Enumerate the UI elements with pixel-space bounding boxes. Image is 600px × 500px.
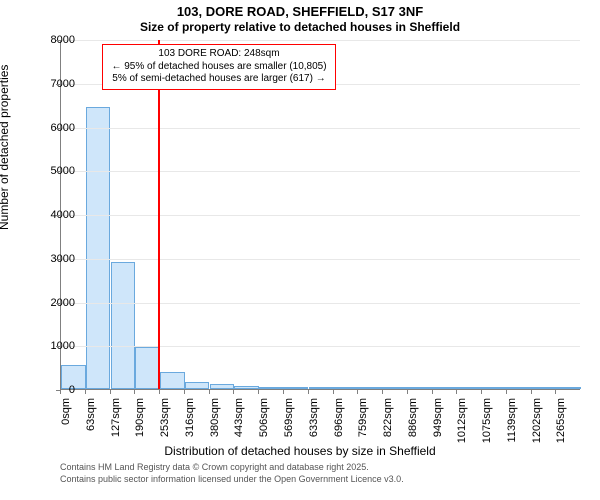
y-tick-mark xyxy=(56,128,60,129)
x-tick-mark xyxy=(407,390,408,394)
x-tick-mark xyxy=(258,390,259,394)
y-tick-label: 7000 xyxy=(51,78,75,90)
chart-container: 103, DORE ROAD, SHEFFIELD, S17 3NF Size … xyxy=(0,0,600,500)
histogram-bar xyxy=(185,382,210,389)
annotation-line-2: ← 95% of detached houses are smaller (10… xyxy=(109,61,329,74)
x-tick-mark xyxy=(531,390,532,394)
histogram-bar xyxy=(135,347,160,389)
x-axis-label: Distribution of detached houses by size … xyxy=(0,444,600,458)
annotation-box: 103 DORE ROAD: 248sqm ← 95% of detached … xyxy=(102,44,336,90)
histogram-bar xyxy=(334,387,359,389)
y-tick-label: 2000 xyxy=(51,297,75,309)
x-tick-label: 633sqm xyxy=(308,398,320,448)
x-tick-mark xyxy=(159,390,160,394)
y-tick-mark xyxy=(56,40,60,41)
gridline xyxy=(61,346,580,347)
x-tick-label: 1012sqm xyxy=(456,398,468,448)
histogram-bar xyxy=(259,387,284,389)
x-tick-mark xyxy=(481,390,482,394)
x-tick-mark xyxy=(382,390,383,394)
x-tick-label: 1202sqm xyxy=(531,398,543,448)
y-axis-label: Number of detached properties xyxy=(0,65,11,230)
x-tick-label: 316sqm xyxy=(184,398,196,448)
x-tick-mark xyxy=(333,390,334,394)
x-tick-mark xyxy=(357,390,358,394)
histogram-bar xyxy=(111,262,136,389)
x-tick-label: 127sqm xyxy=(110,398,122,448)
x-tick-label: 949sqm xyxy=(432,398,444,448)
histogram-bar xyxy=(160,372,185,389)
gridline xyxy=(61,303,580,304)
y-tick-label: 3000 xyxy=(51,253,75,265)
y-tick-label: 0 xyxy=(69,384,75,396)
x-tick-mark xyxy=(432,390,433,394)
x-tick-label: 190sqm xyxy=(134,398,146,448)
x-tick-mark xyxy=(134,390,135,394)
gridline xyxy=(61,40,580,41)
y-tick-mark xyxy=(56,346,60,347)
x-tick-label: 506sqm xyxy=(258,398,270,448)
x-tick-label: 380sqm xyxy=(209,398,221,448)
y-tick-mark xyxy=(56,259,60,260)
y-tick-label: 8000 xyxy=(51,34,75,46)
y-tick-label: 4000 xyxy=(51,209,75,221)
x-tick-label: 759sqm xyxy=(357,398,369,448)
x-tick-mark xyxy=(60,390,61,394)
histogram-bar xyxy=(556,387,581,389)
y-tick-label: 5000 xyxy=(51,165,75,177)
histogram-bar xyxy=(482,387,507,389)
x-tick-mark xyxy=(308,390,309,394)
histogram-bar xyxy=(309,387,334,389)
chart-title-1: 103, DORE ROAD, SHEFFIELD, S17 3NF xyxy=(0,4,600,19)
x-tick-label: 822sqm xyxy=(382,398,394,448)
x-tick-label: 1139sqm xyxy=(506,398,518,448)
x-tick-label: 443sqm xyxy=(233,398,245,448)
gridline xyxy=(61,128,580,129)
x-tick-mark xyxy=(283,390,284,394)
y-tick-label: 1000 xyxy=(51,340,75,352)
histogram-bar xyxy=(507,387,532,389)
histogram-bar xyxy=(234,386,259,389)
chart-title-2: Size of property relative to detached ho… xyxy=(0,20,600,34)
y-tick-mark xyxy=(56,84,60,85)
footer-line-2: Contains public sector information licen… xyxy=(60,474,404,484)
y-tick-mark xyxy=(56,215,60,216)
x-tick-label: 696sqm xyxy=(333,398,345,448)
x-tick-mark xyxy=(506,390,507,394)
histogram-bar xyxy=(383,387,408,389)
gridline xyxy=(61,171,580,172)
annotation-line-3: 5% of semi-detached houses are larger (6… xyxy=(109,73,329,86)
reference-line xyxy=(158,40,160,389)
footer-line-1: Contains HM Land Registry data © Crown c… xyxy=(60,462,369,472)
histogram-bar xyxy=(358,387,383,389)
histogram-bar xyxy=(210,384,235,389)
x-tick-label: 63sqm xyxy=(85,398,97,448)
gridline xyxy=(61,259,580,260)
x-tick-mark xyxy=(110,390,111,394)
x-tick-mark xyxy=(555,390,556,394)
x-tick-mark xyxy=(233,390,234,394)
histogram-bar xyxy=(433,387,458,389)
x-tick-label: 1075sqm xyxy=(481,398,493,448)
histogram-bar xyxy=(284,387,309,389)
x-tick-mark xyxy=(209,390,210,394)
x-tick-mark xyxy=(456,390,457,394)
histogram-bar xyxy=(532,387,557,389)
gridline xyxy=(61,215,580,216)
y-tick-label: 6000 xyxy=(51,122,75,134)
y-tick-mark xyxy=(56,303,60,304)
x-tick-mark xyxy=(184,390,185,394)
histogram-bar xyxy=(457,387,482,389)
x-tick-label: 0sqm xyxy=(60,398,72,448)
y-tick-mark xyxy=(56,171,60,172)
plot-area xyxy=(60,40,580,390)
histogram-bar xyxy=(408,387,433,389)
x-tick-label: 886sqm xyxy=(407,398,419,448)
x-tick-label: 1265sqm xyxy=(555,398,567,448)
x-tick-mark xyxy=(85,390,86,394)
annotation-line-1: 103 DORE ROAD: 248sqm xyxy=(109,48,329,61)
x-tick-label: 253sqm xyxy=(159,398,171,448)
x-tick-label: 569sqm xyxy=(283,398,295,448)
